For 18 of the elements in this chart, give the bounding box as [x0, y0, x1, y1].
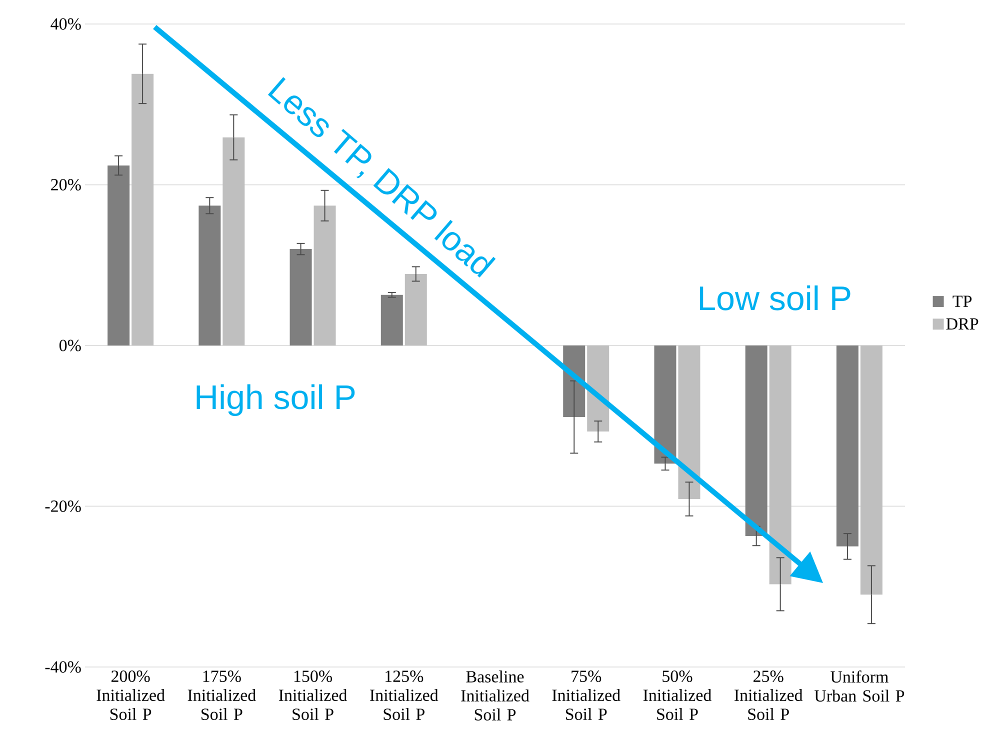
legend-label: TP [952, 296, 972, 307]
annotation: High soil P [196, 384, 355, 416]
x-tick-label: 50% Initialized Soil P [643, 670, 712, 720]
y-tick-label: 20% [51, 178, 81, 191]
y-tick-label: -20% [45, 500, 81, 512]
x-tick-label: 200% Initialized Soil P [96, 670, 165, 720]
x-tick-label: 25% Initialized Soil P [734, 670, 803, 720]
x-tick-label: Uniform Urban Soil P [814, 670, 904, 702]
x-tick-label: 125% Initialized Soil P [370, 670, 438, 720]
x-tick-label: 175% Initialized Soil P [188, 670, 256, 720]
x-tick-label: Baseline Initialized Soil P [461, 670, 530, 720]
y-tick-label: 0% [59, 340, 81, 352]
annotation: Low soil P [700, 285, 850, 310]
y-tick-label: -40% [45, 661, 81, 673]
x-tick-label: 75% Initialized Soil P [552, 670, 620, 720]
x-tick-label: 150% Initialized Soil P [278, 670, 348, 720]
y-tick-label: 40% [50, 18, 81, 30]
legend-label: DRP [946, 318, 978, 330]
